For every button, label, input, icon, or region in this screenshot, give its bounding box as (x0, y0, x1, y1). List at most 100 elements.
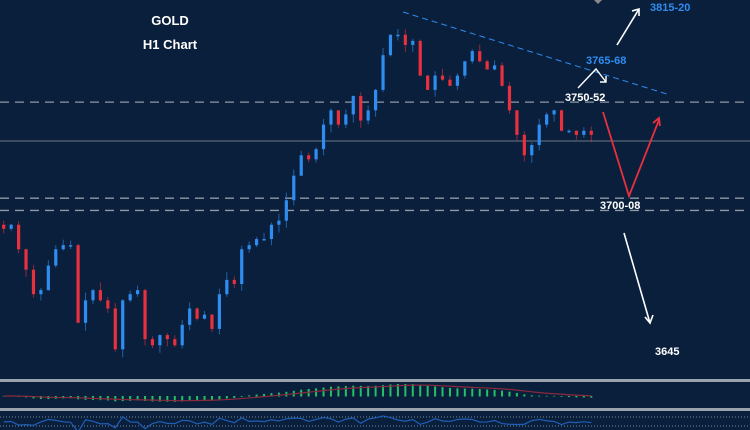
macd-bar (567, 396, 570, 398)
candle-body (277, 220, 281, 225)
candle-body (314, 149, 318, 160)
arrow-down-white (623, 232, 651, 324)
macd-bar (419, 384, 422, 397)
macd-bar (530, 395, 533, 397)
label-support: 3700-08 (600, 200, 640, 212)
arrow-red-v (602, 111, 660, 199)
candle-body (91, 290, 95, 301)
panel-divider (0, 379, 750, 382)
candle-body (61, 245, 65, 250)
macd-bar (277, 392, 280, 397)
candle-body (150, 339, 155, 346)
macd-bar (344, 386, 347, 397)
candle-body (396, 34, 400, 37)
arrow-up-white-head (631, 7, 640, 16)
label-target-low: 3645 (655, 346, 679, 358)
candle-body (284, 200, 288, 221)
candle-body (522, 134, 526, 156)
macd-bar (181, 396, 184, 402)
candle-body (492, 65, 497, 70)
macd-bar (389, 384, 392, 397)
candle-body (336, 110, 341, 125)
macd-bar (575, 396, 578, 398)
macd-bar (359, 385, 362, 397)
arrow-down-white-head (644, 314, 654, 325)
candle-body (240, 249, 244, 284)
candle-body (552, 110, 556, 115)
candle-body (388, 34, 393, 56)
candle-body (500, 65, 504, 86)
candle-body (418, 40, 422, 76)
macd-bar (590, 396, 593, 398)
macd-bar (158, 396, 161, 402)
macd-bar (322, 387, 325, 397)
macd-bar (2, 396, 5, 397)
candle-body (344, 114, 348, 125)
macd-bar (136, 396, 139, 401)
candle-body (269, 224, 274, 240)
candle-body (411, 40, 415, 45)
candle-body (321, 124, 326, 150)
chart-title: GOLD (151, 13, 189, 28)
macd-bar (240, 396, 243, 397)
macd-bar (501, 390, 504, 397)
candle-body (39, 290, 43, 295)
macd-bar (114, 396, 117, 402)
candle-body (582, 130, 586, 135)
macd-bar (456, 388, 459, 397)
macd-bar (382, 385, 385, 397)
candle-body (158, 335, 162, 346)
candle-body (2, 224, 6, 229)
candle-body (16, 224, 21, 250)
candle-body (254, 239, 259, 246)
macd-bar (560, 396, 563, 397)
candle-body (299, 155, 303, 176)
macd-bar (582, 396, 585, 398)
macd-bar (106, 396, 109, 401)
macd-bar (121, 396, 124, 402)
candle-body (143, 290, 147, 340)
candle-body (54, 249, 58, 266)
macd-panel (2, 384, 593, 402)
marker-icon (594, 0, 602, 4)
macd-bar (315, 388, 318, 397)
candle-body (9, 224, 13, 229)
macd-bar (218, 396, 221, 400)
candle-body (478, 51, 482, 62)
arrow-red-head (652, 116, 661, 127)
candle-body (329, 110, 333, 125)
candle-body (173, 339, 177, 346)
candle-body (180, 324, 184, 346)
trendline (402, 11, 671, 96)
oscillator-panel (0, 415, 750, 430)
macd-bar (263, 393, 266, 397)
candle-body (106, 300, 110, 309)
candle-body (24, 249, 28, 270)
candle-body (574, 130, 579, 135)
macd-signal-line (3, 384, 592, 402)
macd-bar (352, 385, 355, 397)
macd-bar (270, 393, 273, 397)
macd-bar (486, 389, 489, 397)
candle-body (515, 110, 519, 135)
projection-arrows (577, 0, 661, 325)
macd-bar (151, 396, 154, 402)
macd-bar (337, 386, 340, 397)
macd-bar (448, 387, 451, 397)
macd-bar (144, 396, 147, 401)
candle-body (83, 300, 88, 323)
macd-bar (166, 396, 169, 402)
candle-body (426, 75, 430, 90)
candle-body (46, 265, 50, 291)
chart-subtitle: H1 Chart (143, 37, 198, 52)
panel-divider (0, 408, 750, 411)
candle-body (210, 314, 214, 329)
candle-body (530, 145, 534, 156)
candle-body (165, 335, 169, 340)
candle-body (135, 290, 140, 295)
macd-bar (367, 385, 370, 397)
candle-body (545, 114, 549, 125)
macd-bar (553, 395, 556, 397)
osc-line (3, 415, 592, 430)
